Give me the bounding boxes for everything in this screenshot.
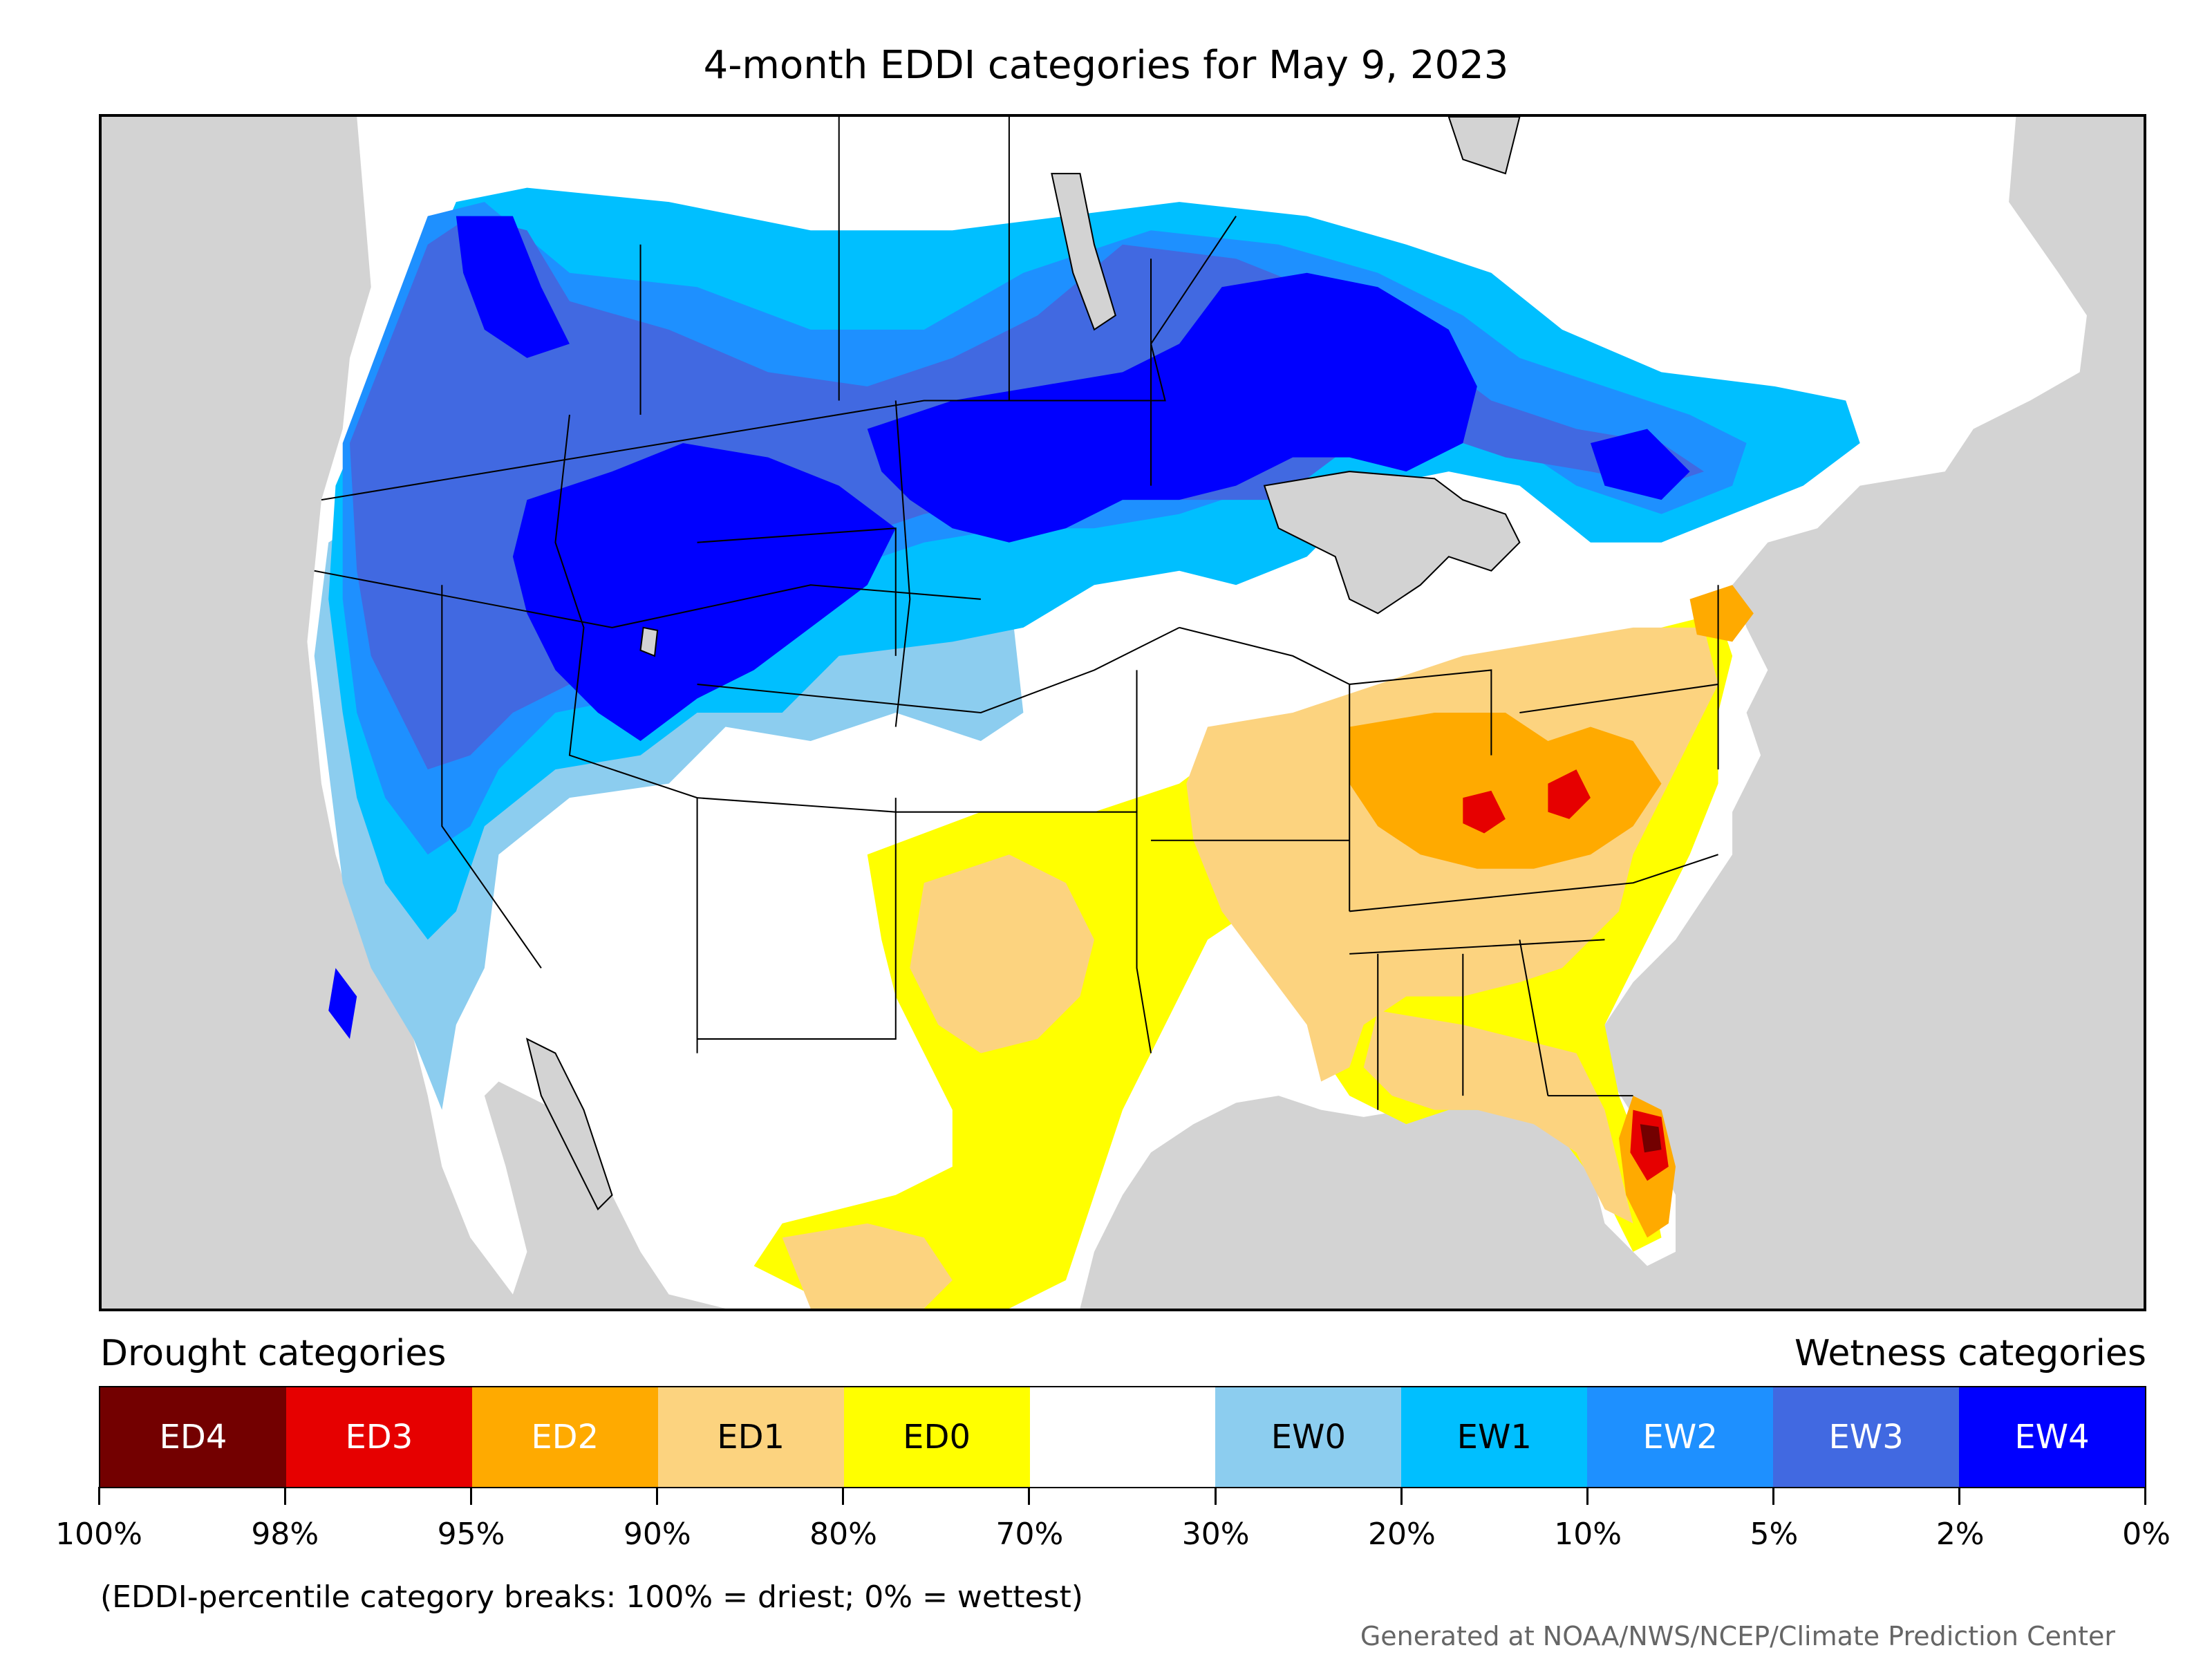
- colorbar-tick: [470, 1487, 473, 1505]
- colorbar-cell-ew3: EW3: [1773, 1387, 1960, 1487]
- colorbar-cell-ed3: ED3: [285, 1387, 472, 1487]
- colorbar-tick-label: 70%: [995, 1517, 1064, 1552]
- colorbar-tick-label: 100%: [55, 1517, 142, 1552]
- colorbar-tick: [2144, 1487, 2146, 1505]
- colorbar-tick-label: 90%: [623, 1517, 691, 1552]
- colorbar-cell-ew4: EW4: [1959, 1387, 2145, 1487]
- colorbar-tick: [842, 1487, 845, 1505]
- drought-categories-heading: Drought categories: [100, 1333, 447, 1374]
- colorbar-cell-ew2: EW2: [1587, 1387, 1774, 1487]
- wetness-categories-heading: Wetness categories: [1794, 1333, 2146, 1374]
- category-colorbar: ED4 ED3 ED2 ED1 ED0 EW0 EW1 EW2 EW3 EW4: [99, 1386, 2146, 1488]
- colorbar-cell-ew1: EW1: [1401, 1387, 1588, 1487]
- colorbar-tick: [98, 1487, 100, 1505]
- colorbar-tick-label: 20%: [1368, 1517, 1436, 1552]
- colorbar-tick: [1214, 1487, 1217, 1505]
- lake-winnipeg: [1051, 173, 1116, 331]
- colorbar-tick-label: 0%: [2122, 1517, 2171, 1552]
- wetness-fields: [314, 187, 1860, 1110]
- hudson-bay-edge: [1447, 117, 1521, 175]
- source-credit: Generated at NOAA/NWS/NCEP/Climate Predi…: [1360, 1621, 2115, 1651]
- map-canvas: [102, 117, 2144, 1309]
- colorbar-cell-ed4: ED4: [100, 1387, 286, 1487]
- boundaries: [314, 117, 1719, 1110]
- colorbar-tick: [1028, 1487, 1031, 1505]
- colorbar-tick: [284, 1487, 287, 1505]
- colorbar-tick-label: 5%: [1750, 1517, 1799, 1552]
- colorbar-ticks: [98, 1487, 2146, 1515]
- category-breaks-note: (EDDI-percentile category breaks: 100% =…: [100, 1580, 1083, 1615]
- colorbar-cell-ew0: EW0: [1215, 1387, 1402, 1487]
- great-lakes: [1263, 471, 1521, 615]
- great-salt-lake: [639, 626, 659, 657]
- colorbar-tick: [1586, 1487, 1588, 1505]
- colorbar-cell-ed0: ED0: [843, 1387, 1030, 1487]
- colorbar-tick: [1772, 1487, 1774, 1505]
- colorbar-tick-label: 95%: [437, 1517, 505, 1552]
- colorbar-cell-neutral: [1029, 1387, 1216, 1487]
- colorbar-tick-label: 2%: [1936, 1517, 1985, 1552]
- colorbar-tick-label: 30%: [1181, 1517, 1250, 1552]
- gulf-of-california: [525, 1038, 613, 1211]
- colorbar-tick: [1958, 1487, 1960, 1505]
- colorbar-cell-ed2: ED2: [471, 1387, 658, 1487]
- colorbar-tick-label: 98%: [251, 1517, 319, 1552]
- colorbar-cell-ed1: ED1: [657, 1387, 844, 1487]
- drought-fields: [753, 585, 1754, 1309]
- colorbar-tick-label: 10%: [1554, 1517, 1622, 1552]
- map-title: 4-month EDDI categories for May 9, 2023: [703, 43, 1509, 88]
- colorbar-tick-label: 80%: [809, 1517, 877, 1552]
- colorbar-tick: [656, 1487, 659, 1505]
- water-bodies: [525, 117, 1521, 1211]
- eddi-map: [99, 114, 2146, 1311]
- colorbar-tick: [1400, 1487, 1403, 1505]
